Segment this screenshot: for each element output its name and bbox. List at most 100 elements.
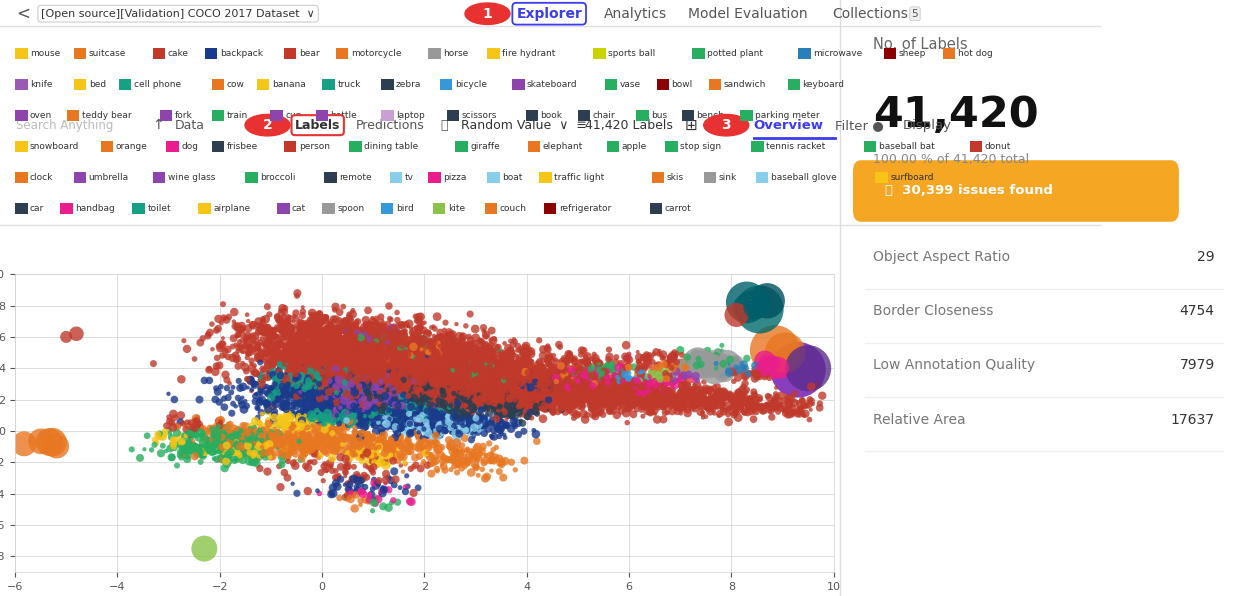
Point xyxy=(368,355,388,364)
Point xyxy=(682,402,702,412)
Point xyxy=(510,398,530,408)
Point xyxy=(281,335,301,344)
Point xyxy=(449,418,469,427)
Point xyxy=(779,393,799,403)
Point xyxy=(454,374,474,383)
Point xyxy=(388,381,408,390)
Point xyxy=(396,365,416,374)
Point xyxy=(551,379,571,389)
Point xyxy=(445,349,465,359)
Point xyxy=(492,347,512,357)
Point xyxy=(350,328,370,338)
Point xyxy=(550,398,570,408)
Text: ⓘ  30,399 issues found: ⓘ 30,399 issues found xyxy=(885,185,1052,197)
Point xyxy=(342,345,362,355)
Point xyxy=(431,406,451,416)
Point xyxy=(322,369,342,378)
Point xyxy=(676,356,696,365)
Point xyxy=(535,375,555,385)
Point xyxy=(409,440,429,449)
Point xyxy=(545,355,565,365)
Point xyxy=(446,396,466,406)
Text: 4754: 4754 xyxy=(1180,305,1215,318)
Point xyxy=(506,398,526,407)
Point xyxy=(432,396,452,406)
Point xyxy=(302,308,322,318)
Point xyxy=(405,370,425,379)
Point xyxy=(424,356,444,365)
Point xyxy=(205,430,225,440)
Point xyxy=(253,364,272,374)
Point xyxy=(436,369,456,378)
Point xyxy=(386,409,406,419)
Point xyxy=(429,358,449,368)
Point xyxy=(476,386,496,395)
Point xyxy=(425,367,445,377)
Point xyxy=(662,361,682,371)
Point xyxy=(566,389,586,399)
Point xyxy=(360,387,380,396)
Point xyxy=(390,398,410,407)
Point xyxy=(309,452,329,461)
Point xyxy=(426,363,446,372)
Point xyxy=(559,394,579,403)
Point xyxy=(520,377,540,387)
Point xyxy=(588,362,608,371)
Point xyxy=(431,443,451,452)
Point xyxy=(261,384,281,393)
Point xyxy=(712,398,732,408)
Point xyxy=(465,371,485,381)
Point xyxy=(371,390,391,400)
Point xyxy=(289,344,309,354)
Point xyxy=(489,343,509,352)
Point xyxy=(301,448,321,457)
Point xyxy=(296,439,316,449)
Point xyxy=(429,395,449,404)
Point xyxy=(352,404,372,414)
Point xyxy=(431,349,451,358)
Point xyxy=(596,392,616,401)
Point xyxy=(228,452,248,461)
Point xyxy=(372,350,392,359)
Point xyxy=(589,390,609,400)
Point xyxy=(331,318,351,328)
Point xyxy=(602,395,622,405)
Point xyxy=(435,465,455,475)
Point xyxy=(442,330,462,340)
Point xyxy=(272,372,292,382)
Point xyxy=(470,369,490,378)
Point xyxy=(368,359,388,368)
Point xyxy=(661,400,681,409)
Point xyxy=(610,371,630,380)
Point xyxy=(440,370,460,380)
Point xyxy=(376,461,396,470)
Point xyxy=(325,361,345,370)
Point xyxy=(414,377,434,387)
Point xyxy=(501,388,521,398)
Point xyxy=(601,380,621,389)
Point xyxy=(229,324,249,333)
Point xyxy=(488,362,508,372)
Point xyxy=(376,373,396,383)
Point xyxy=(350,361,370,370)
Point xyxy=(465,380,485,390)
Point xyxy=(389,399,409,409)
Point xyxy=(354,352,374,361)
Point xyxy=(396,405,416,414)
Point xyxy=(322,423,342,432)
Point xyxy=(392,363,412,372)
Point xyxy=(342,372,362,382)
Point xyxy=(519,359,539,369)
Point xyxy=(371,377,391,386)
Point xyxy=(412,460,432,469)
Point xyxy=(489,361,509,371)
Point xyxy=(534,374,554,384)
Point xyxy=(385,377,405,386)
Point xyxy=(356,358,376,368)
Point xyxy=(709,387,729,396)
Point xyxy=(532,365,552,375)
Point xyxy=(298,322,318,332)
Point xyxy=(299,439,319,448)
Point xyxy=(460,372,480,382)
Point xyxy=(356,346,376,355)
